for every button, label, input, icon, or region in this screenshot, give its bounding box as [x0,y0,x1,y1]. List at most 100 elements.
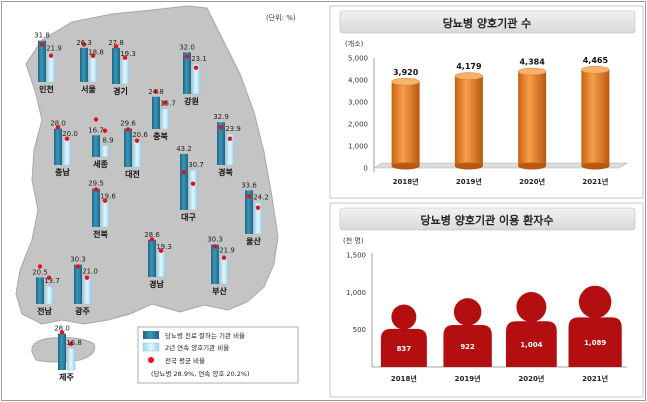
region-name-label: 인천 [39,84,54,94]
unit-label: (단위: %) [266,13,296,22]
value-label: 1,089 [584,339,606,347]
region-12: 28.6 19.3 경남 [144,231,172,289]
dark-value-label: 29.6 [120,120,136,128]
avg-dot [218,125,224,130]
dark-value-label: 28.0 [50,120,66,128]
light-bar [188,169,198,211]
legend-light-label: 2년 연속 양호기관 비율 [165,343,229,352]
legend-dot-sub: (당뇨병 28.9%, 연속 양호 20.2%) [151,369,250,378]
light-value-label: 23.1 [191,55,207,63]
region-name-label: 대구 [181,212,196,222]
cylinder-base [391,162,420,170]
dark-bar [54,128,62,165]
dark-value-label: 32.0 [179,43,195,51]
region-14: 20.513.7 전남 [32,264,60,316]
light-value-label: 15.7 [160,100,176,108]
avg-dot [255,205,261,210]
cylinder-body [454,76,483,166]
region-0: 31.8 21.9 인천 [34,32,62,94]
dark-value-label: 24.8 [148,88,164,96]
region-name-label: 광주 [75,306,90,316]
dark-bar [92,135,100,157]
figure-body [380,328,427,367]
y-tick-label: 1,000 [348,143,368,151]
region-7: 29.6 20.6 대전 [120,120,148,179]
dark-value-label: 32.9 [213,113,229,121]
region-15: 30.3 21.0 광주 [70,256,98,316]
x-tick-label: 2018년 [391,374,417,383]
cylinder-top [454,72,484,80]
dark-bar [217,122,225,165]
avg-dot [93,117,99,122]
light-bar [100,145,110,158]
cylinder-base [518,162,547,170]
facilities-chart-title: 당뇨병 양호기관 수 [443,16,532,30]
y-tick-label: 500 [353,326,366,334]
dark-bar [245,190,253,234]
avg-dot [68,341,74,346]
region-4: 24.8 15.7 충북 [148,88,176,141]
dark-bar [183,52,191,94]
patients-unit-label: (천 명) [343,236,364,245]
dark-value-label: 28.0 [54,325,70,333]
dark-value-label: 27.8 [108,39,124,47]
patient-figure-0: 837 2018년 [380,304,427,383]
patient-figure-3: 1,089 2021년 [568,285,622,383]
cylinder-base [581,162,610,170]
region-name-label: 세종 [93,159,108,169]
dark-value-label: 16.7 [88,126,104,134]
avg-dot [190,181,196,186]
korea-mainland-shape [15,5,279,325]
avg-dot [84,275,90,280]
legend-dark-swatch [143,331,159,339]
avg-dot [102,198,108,203]
region-name-label: 부산 [212,286,227,296]
region-name-label: 경남 [149,279,164,289]
region-name-label: 제주 [59,372,74,382]
y-tick-label: 1,000 [346,289,366,297]
avg-dot [193,65,199,70]
light-value-label: 13.7 [44,277,60,285]
y-tick-label: 0 [364,165,368,173]
light-value-label: 20.6 [132,131,148,139]
x-tick-label: 2019년 [456,177,482,186]
region-name-label: 충남 [55,167,70,177]
light-bar [160,108,170,130]
avg-dot [184,54,190,59]
light-value-label: 20.0 [62,130,78,138]
region-16: 28.0 16.8 제주 [54,325,82,382]
region-name-label: 대전 [125,169,140,179]
avg-dot [37,264,43,269]
avg-dot [93,187,99,192]
facility-bar-1: 4,179 2019년 [454,62,484,186]
dark-bar [36,277,44,304]
avg-dot [153,89,159,94]
x-tick-label: 2021년 [582,177,608,186]
light-bar [66,347,76,371]
light-value-label: 19.3 [156,243,172,251]
light-value-label: 16.8 [66,339,82,347]
dark-bar [74,264,82,304]
region-2: 27.8 19.3 경기 [108,39,136,96]
region-name-label: 전남 [37,306,52,316]
y-tick-label: 3,000 [348,99,368,107]
value-label: 4,179 [456,62,482,71]
value-label: 1,004 [520,341,542,349]
light-value-label: 30.7 [188,161,204,169]
figure-body [505,321,557,367]
value-label: 4,465 [583,56,609,65]
patient-figure-2: 1,004 2020년 [505,292,557,383]
avg-dot [64,136,70,141]
avg-dot [212,244,218,249]
dark-bar [112,47,120,84]
y-tick-label: 1,500 [346,252,366,260]
value-label: 3,920 [393,68,419,77]
light-value-label: 21.9 [46,45,62,53]
avg-dot [46,275,52,280]
facility-bar-2: 4,384 2020년 [517,58,547,186]
avg-dot [122,55,128,60]
x-tick-label: 2020년 [519,177,545,186]
cylinder-body [391,81,420,166]
value-label: 4,384 [519,58,545,67]
value-label: 837 [397,345,412,353]
